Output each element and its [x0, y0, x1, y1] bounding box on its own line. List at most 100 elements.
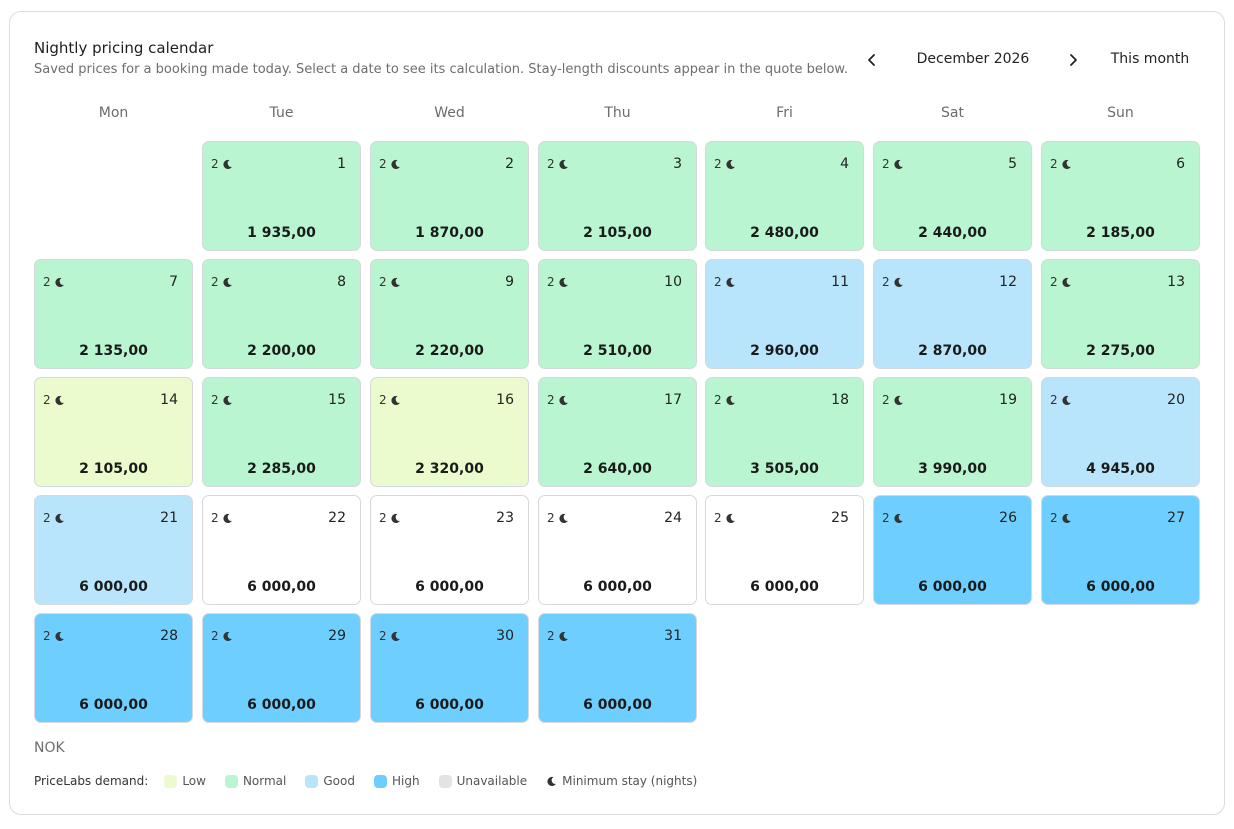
day-price: 6 000,00: [583, 579, 652, 595]
day-cell-12[interactable]: 2 12 2 870,00: [873, 259, 1032, 369]
moon-icon: [893, 159, 904, 170]
day-number: 5: [1008, 156, 1017, 172]
min-stay-value: 2: [379, 629, 387, 643]
min-stay-indicator: 2: [547, 275, 569, 289]
day-cell-3[interactable]: 2 3 2 105,00: [538, 141, 697, 251]
day-number: 4: [840, 156, 849, 172]
day-cell-8[interactable]: 2 8 2 200,00: [202, 259, 361, 369]
legend-item-unavailable: Unavailable: [438, 774, 528, 788]
min-stay-indicator: 2: [211, 275, 233, 289]
moon-icon: [558, 277, 569, 288]
min-stay-value: 2: [714, 393, 722, 407]
min-stay-indicator: 2: [379, 393, 401, 407]
moon-icon: [1061, 513, 1072, 524]
min-stay-value: 2: [211, 511, 219, 525]
moon-icon: [222, 395, 233, 406]
day-cell-28[interactable]: 2 28 6 000,00: [34, 613, 193, 723]
day-price: 6 000,00: [247, 697, 316, 713]
min-stay-value: 2: [547, 393, 555, 407]
day-cell-29[interactable]: 2 29 6 000,00: [202, 613, 361, 723]
day-number: 29: [328, 628, 346, 644]
day-number: 18: [831, 392, 849, 408]
legend-label: Low: [182, 774, 206, 788]
day-cell-23[interactable]: 2 23 6 000,00: [370, 495, 529, 605]
day-cell-7[interactable]: 2 7 2 135,00: [34, 259, 193, 369]
day-cell-19[interactable]: 2 19 3 990,00: [873, 377, 1032, 487]
moon-icon: [558, 159, 569, 170]
day-cell-2[interactable]: 2 2 1 870,00: [370, 141, 529, 251]
day-price: 2 960,00: [750, 343, 819, 359]
weekday-fri: Fri: [776, 105, 793, 121]
legend-swatch: [164, 774, 178, 788]
day-price: 6 000,00: [750, 579, 819, 595]
day-cell-30[interactable]: 2 30 6 000,00: [370, 613, 529, 723]
legend-label: Unavailable: [456, 774, 528, 788]
day-number: 16: [496, 392, 514, 408]
next-month-button[interactable]: [1060, 47, 1086, 73]
min-stay-indicator: 2: [211, 629, 233, 643]
min-stay-value: 2: [882, 157, 890, 171]
day-cell-24[interactable]: 2 24 6 000,00: [538, 495, 697, 605]
moon-icon: [390, 277, 401, 288]
min-stay-value: 2: [211, 157, 219, 171]
min-stay-value: 2: [211, 629, 219, 643]
day-number: 3: [673, 156, 682, 172]
min-stay-indicator: 2: [211, 157, 233, 171]
day-number: 23: [496, 510, 514, 526]
day-price: 6 000,00: [247, 579, 316, 595]
day-price: 2 135,00: [79, 343, 148, 359]
legend-label: High: [391, 774, 420, 788]
day-cell-5[interactable]: 2 5 2 440,00: [873, 141, 1032, 251]
moon-icon: [222, 513, 233, 524]
day-cell-1[interactable]: 2 1 1 935,00: [202, 141, 361, 251]
day-cell-18[interactable]: 2 18 3 505,00: [705, 377, 864, 487]
min-stay-indicator: 2: [714, 511, 736, 525]
min-stay-value: 2: [714, 157, 722, 171]
min-stay-value: 2: [547, 629, 555, 643]
moon-icon: [893, 395, 904, 406]
day-cell-16[interactable]: 2 16 2 320,00: [370, 377, 529, 487]
moon-icon: [222, 159, 233, 170]
day-cell-25[interactable]: 2 25 6 000,00: [705, 495, 864, 605]
legend-swatch: [224, 774, 238, 788]
day-cell-26[interactable]: 2 26 6 000,00: [873, 495, 1032, 605]
day-cell-20[interactable]: 2 20 4 945,00: [1041, 377, 1200, 487]
day-price: 2 200,00: [247, 343, 316, 359]
day-cell-6[interactable]: 2 6 2 185,00: [1041, 141, 1200, 251]
min-stay-indicator: 2: [882, 157, 904, 171]
moon-icon: [222, 277, 233, 288]
day-cell-13[interactable]: 2 13 2 275,00: [1041, 259, 1200, 369]
min-stay-value: 2: [714, 275, 722, 289]
moon-icon: [725, 277, 736, 288]
day-cell-15[interactable]: 2 15 2 285,00: [202, 377, 361, 487]
moon-icon: [546, 776, 557, 787]
day-cell-4[interactable]: 2 4 2 480,00: [705, 141, 864, 251]
day-cell-10[interactable]: 2 10 2 510,00: [538, 259, 697, 369]
legend-title: PriceLabs demand:: [34, 774, 149, 788]
weekday-sat: Sat: [941, 105, 964, 121]
day-price: 2 105,00: [79, 461, 148, 477]
current-month-label: December 2026: [916, 51, 1030, 67]
day-cell-17[interactable]: 2 17 2 640,00: [538, 377, 697, 487]
min-stay-indicator: 2: [882, 393, 904, 407]
day-price: 2 105,00: [583, 225, 652, 241]
min-stay-value: 2: [379, 157, 387, 171]
min-stay-indicator: 2: [379, 629, 401, 643]
day-cell-22[interactable]: 2 22 6 000,00: [202, 495, 361, 605]
day-cell-14[interactable]: 2 14 2 105,00: [34, 377, 193, 487]
day-cell-11[interactable]: 2 11 2 960,00: [705, 259, 864, 369]
weekday-tue: Tue: [269, 105, 294, 121]
min-stay-indicator: 2: [43, 511, 65, 525]
day-price: 6 000,00: [79, 579, 148, 595]
day-price: 1 870,00: [415, 225, 484, 241]
day-price: 4 945,00: [1086, 461, 1155, 477]
min-stay-value: 2: [547, 275, 555, 289]
this-month-button[interactable]: This month: [1110, 51, 1190, 67]
previous-month-button[interactable]: [859, 47, 885, 73]
day-price: 6 000,00: [79, 697, 148, 713]
day-cell-27[interactable]: 2 27 6 000,00: [1041, 495, 1200, 605]
day-cell-31[interactable]: 2 31 6 000,00: [538, 613, 697, 723]
day-cell-9[interactable]: 2 9 2 220,00: [370, 259, 529, 369]
day-price: 3 505,00: [750, 461, 819, 477]
day-cell-21[interactable]: 2 21 6 000,00: [34, 495, 193, 605]
